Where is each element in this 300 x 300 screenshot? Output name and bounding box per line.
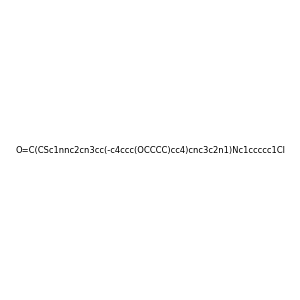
Text: O=C(CSc1nnc2cn3cc(-c4ccc(OCCCC)cc4)cnc3c2n1)Nc1ccccc1Cl: O=C(CSc1nnc2cn3cc(-c4ccc(OCCCC)cc4)cnc3c…	[15, 146, 285, 154]
